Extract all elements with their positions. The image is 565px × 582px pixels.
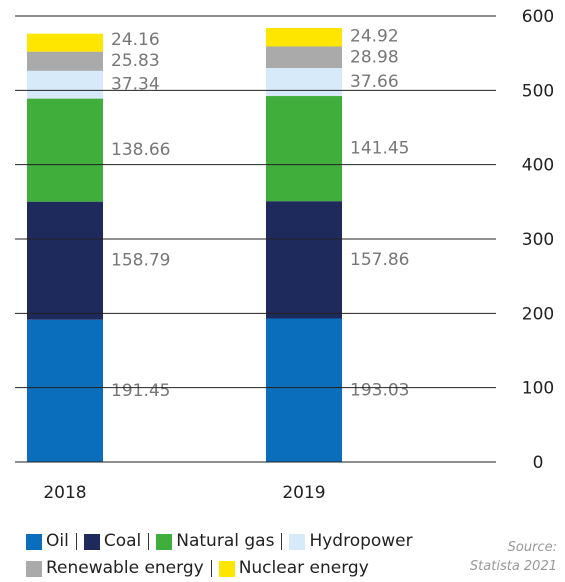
legend-label: Natural gas <box>176 531 275 551</box>
source: Statista 2021 <box>469 559 557 574</box>
legend-swatch <box>26 560 42 577</box>
legend-label: Oil <box>46 531 69 551</box>
data-label: 28.98 <box>350 47 399 67</box>
data-label: 24.16 <box>111 30 160 50</box>
bar-segment <box>27 319 103 462</box>
y-tick-label: 0 <box>533 453 544 473</box>
x-tick-label: 2018 <box>43 483 86 503</box>
bar-segment <box>266 27 342 47</box>
legend-label: Nuclear energy <box>238 558 369 578</box>
y-tick-label: 300 <box>522 230 554 250</box>
data-label: 25.83 <box>111 51 160 71</box>
legend-item: Coal <box>83 528 156 555</box>
legend-swatch <box>289 533 306 550</box>
legend-label: Coal <box>103 531 142 551</box>
legend-item: Natural gas <box>156 528 289 555</box>
bar-segment <box>27 70 103 99</box>
bar-segment <box>27 33 103 52</box>
data-label: 138.66 <box>111 140 170 160</box>
y-tick-label: 200 <box>522 304 554 324</box>
y-tick-label: 400 <box>522 156 554 176</box>
bar-segment <box>266 96 342 202</box>
legend-separator <box>210 560 212 577</box>
legend-swatch <box>83 533 100 550</box>
legend-label: Renewable energy <box>46 558 204 578</box>
data-label: 24.92 <box>350 26 399 46</box>
legend-separator <box>75 533 77 550</box>
legend-item: Renewable energy <box>26 555 219 582</box>
legend-separator <box>148 533 150 550</box>
bar-segment <box>266 318 342 462</box>
bar-segment <box>27 201 103 320</box>
bar-segment <box>266 46 342 69</box>
bar-segment <box>266 201 342 319</box>
legend-item: Nuclear energy <box>218 555 369 582</box>
legend: Oil Coal Natural gas Hydropower Renewable en… <box>26 528 466 582</box>
legend-separator <box>281 533 283 550</box>
data-label: 193.03 <box>350 380 409 400</box>
legend-swatch <box>156 533 173 550</box>
y-tick-label: 100 <box>522 379 554 399</box>
data-label: 37.66 <box>350 72 399 92</box>
legend-swatch <box>218 560 235 577</box>
data-label: 141.45 <box>350 139 409 159</box>
bar-segment <box>27 51 103 71</box>
data-label: 157.86 <box>350 250 409 270</box>
legend-label: Hydropower <box>309 531 413 551</box>
data-label: 158.79 <box>111 251 170 271</box>
source-label: Source: <box>507 540 557 555</box>
data-label: 37.34 <box>111 75 160 95</box>
bar-segment <box>266 68 342 97</box>
bar-segment <box>27 98 103 202</box>
y-tick-label: 500 <box>522 81 554 101</box>
legend-item: Hydropower <box>289 528 413 555</box>
data-label: 191.45 <box>111 381 170 401</box>
y-tick-label: 600 <box>522 7 554 27</box>
legend-swatch <box>26 533 42 550</box>
legend-item: Oil <box>26 528 84 555</box>
x-tick-label: 2019 <box>282 483 325 503</box>
